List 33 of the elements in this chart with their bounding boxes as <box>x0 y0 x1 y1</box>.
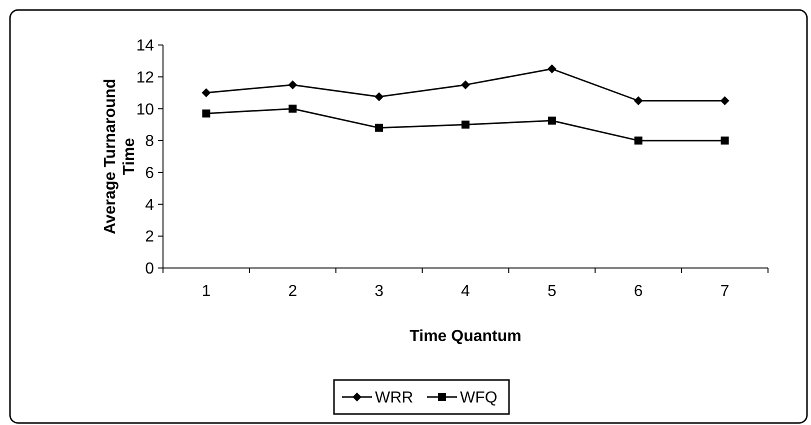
point <box>548 116 556 125</box>
legend-label: WFQ <box>460 390 498 407</box>
y-tick-label: 6 <box>145 165 154 182</box>
x-tick-label: 4 <box>461 283 470 300</box>
x-tick-label: 3 <box>374 283 384 300</box>
point <box>461 80 470 90</box>
x-tick-label: 5 <box>547 283 556 300</box>
point <box>202 88 211 98</box>
point <box>634 96 643 106</box>
point <box>720 136 729 145</box>
x-axis-title: Time Quantum <box>410 328 522 345</box>
y-tick-label: 8 <box>145 133 154 150</box>
point <box>634 136 642 145</box>
point <box>720 96 730 106</box>
point <box>547 64 556 74</box>
point <box>375 124 384 132</box>
x-tick-label: 2 <box>288 283 298 300</box>
point <box>462 120 470 129</box>
y-axis-title: Average Turnaround Time <box>102 78 138 234</box>
x-tick-label: 6 <box>634 283 643 300</box>
point <box>202 109 210 118</box>
y-tick-label: 0 <box>145 260 154 278</box>
point <box>288 104 297 113</box>
legend-label: WRR <box>375 390 414 407</box>
y-tick-label: 14 <box>136 38 154 55</box>
point <box>288 80 298 90</box>
y-tick-label: 10 <box>136 101 154 118</box>
y-tick-label: 12 <box>136 69 154 86</box>
y-tick-label: 2 <box>145 228 154 246</box>
y-tick-label: 4 <box>145 196 154 214</box>
x-tick-label: 7 <box>720 283 730 300</box>
point <box>374 92 384 102</box>
x-tick-label: 1 <box>202 283 211 300</box>
